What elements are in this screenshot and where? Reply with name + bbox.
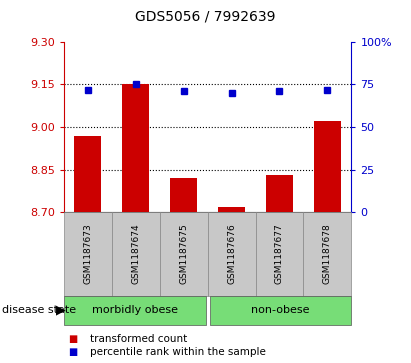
Text: GSM1187673: GSM1187673 xyxy=(83,224,92,285)
Text: morbidly obese: morbidly obese xyxy=(92,305,178,315)
Bar xyxy=(171,178,197,212)
Bar xyxy=(218,207,245,212)
Text: GDS5056 / 7992639: GDS5056 / 7992639 xyxy=(135,9,276,23)
Text: GSM1187677: GSM1187677 xyxy=(275,224,284,285)
Bar xyxy=(122,85,149,212)
Text: disease state: disease state xyxy=(2,305,80,315)
Text: ■: ■ xyxy=(68,334,77,344)
Text: GSM1187676: GSM1187676 xyxy=(227,224,236,285)
Text: ■: ■ xyxy=(68,347,77,357)
Text: non-obese: non-obese xyxy=(251,305,310,315)
Text: ▶: ▶ xyxy=(55,304,65,317)
Text: GSM1187675: GSM1187675 xyxy=(179,224,188,285)
Text: transformed count: transformed count xyxy=(90,334,188,344)
Bar xyxy=(266,175,293,212)
Bar xyxy=(314,121,341,212)
Bar xyxy=(74,136,101,212)
Text: GSM1187678: GSM1187678 xyxy=(323,224,332,285)
Text: percentile rank within the sample: percentile rank within the sample xyxy=(90,347,266,357)
Text: GSM1187674: GSM1187674 xyxy=(131,224,140,285)
